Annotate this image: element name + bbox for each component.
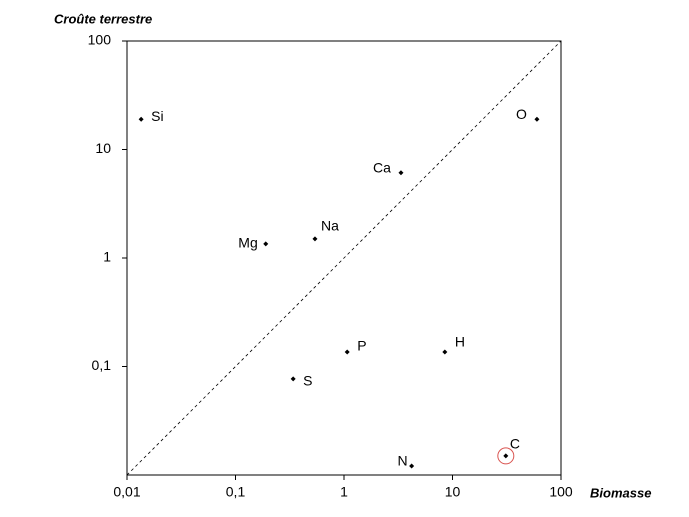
point-label: Na <box>321 218 339 234</box>
x-axis-label: Biomasse <box>590 485 651 500</box>
point-label: H <box>455 334 465 350</box>
point <box>398 170 404 176</box>
y-tick-label: 0,1 <box>92 357 112 373</box>
point-label: Mg <box>238 235 257 251</box>
point <box>442 349 448 355</box>
point-label: Ca <box>373 159 391 175</box>
diagonal-line <box>126 40 562 476</box>
point <box>503 453 509 459</box>
point-label: P <box>357 338 366 354</box>
x-tick-label: 0,01 <box>113 484 140 500</box>
x-tick-label: 100 <box>549 484 573 500</box>
point <box>312 236 318 242</box>
point-label: Si <box>151 108 163 124</box>
point <box>409 463 415 469</box>
point <box>534 116 540 122</box>
point <box>290 376 296 382</box>
y-tick-label: 1 <box>103 249 111 265</box>
x-tick-label: 0,1 <box>226 484 246 500</box>
highlight-circle <box>497 447 515 465</box>
y-tick-label: 10 <box>95 140 111 156</box>
y-tick-label: 100 <box>88 32 112 48</box>
point-label: N <box>397 453 407 469</box>
point <box>344 349 350 355</box>
point-label: O <box>516 106 527 122</box>
point-label: C <box>510 436 520 452</box>
point-label: S <box>303 373 312 389</box>
y-axis-label: Croûte terrestre <box>54 11 152 26</box>
point <box>138 116 144 122</box>
x-tick-label: 1 <box>340 484 348 500</box>
point <box>263 241 269 247</box>
x-tick-label: 10 <box>445 484 461 500</box>
